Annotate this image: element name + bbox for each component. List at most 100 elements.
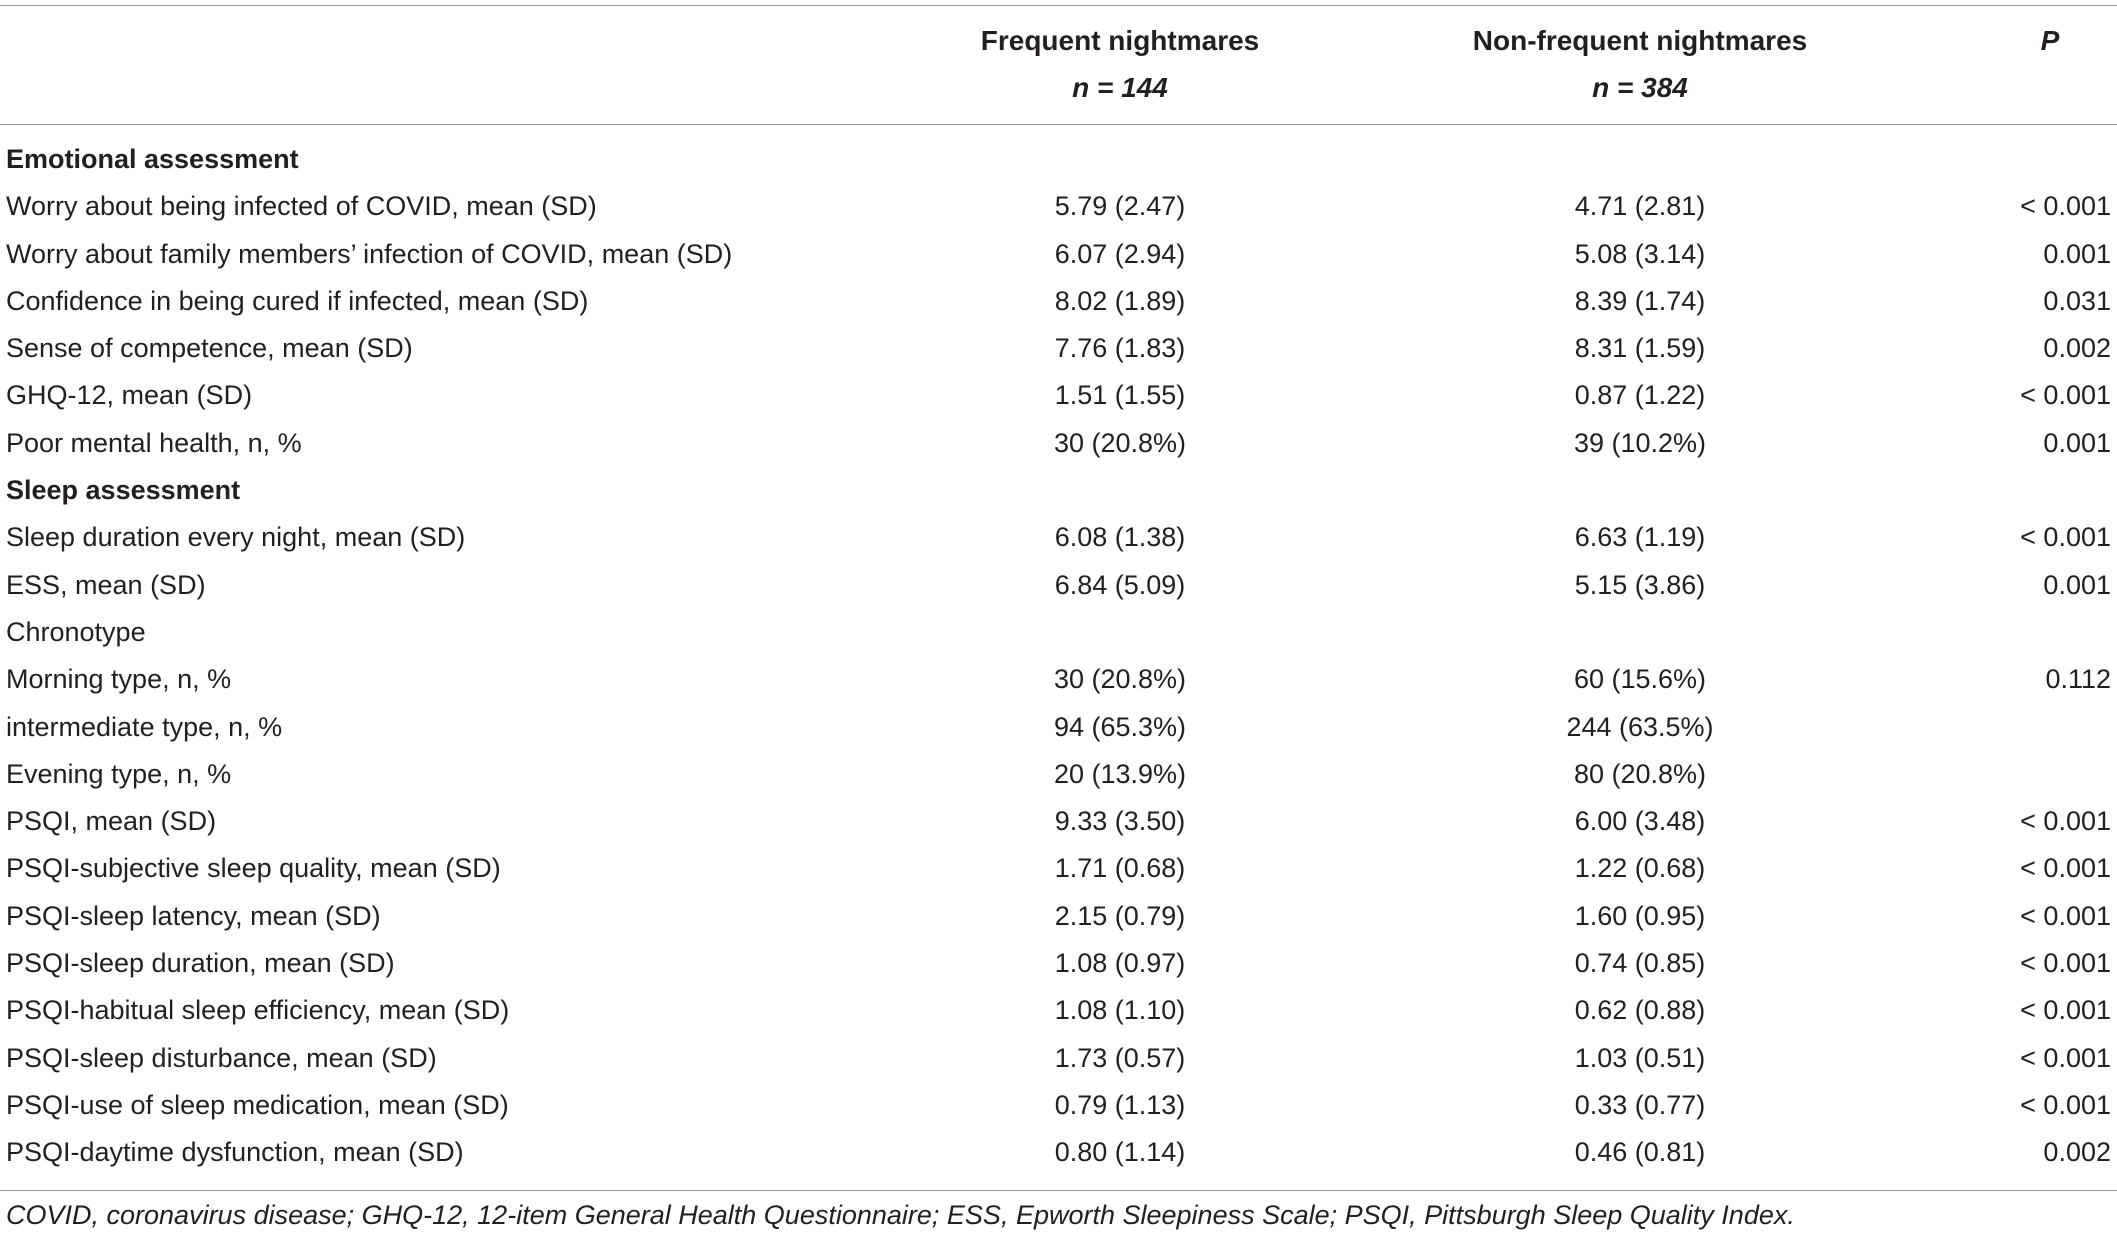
non-frequent-nightmares-cell: 8.39 (1.74)	[1574, 285, 1706, 316]
p-value-cell: < 0.001	[2020, 380, 2111, 411]
non-frequent-nightmares-cell: 4.71 (2.81)	[1574, 191, 1706, 222]
non-frequent-nightmares-cell: 1.60 (0.95)	[1574, 900, 1706, 931]
row-label: PSQI-sleep duration, mean (SD)	[6, 948, 395, 979]
row-label: Worry about being infected of COVID, mea…	[6, 191, 597, 222]
p-value-cell: < 0.001	[2020, 853, 2111, 884]
section-header-row: Emotional assessment	[0, 136, 2117, 183]
header-frequent-n-value: n = 144	[1072, 72, 1168, 103]
header-frequent-n: n = 144	[920, 64, 1320, 112]
p-value-cell: < 0.001	[2020, 806, 2111, 837]
table-row: Sleep duration every night, mean (SD) 6.0…	[0, 514, 2117, 561]
frequent-nightmares-cell: 1.08 (1.10)	[1054, 995, 1186, 1026]
table-row: Worry about family members’ infection of…	[0, 231, 2117, 278]
p-value-cell: 0.002	[2043, 333, 2111, 364]
frequent-nightmares-cell: 6.07 (2.94)	[1054, 238, 1186, 269]
p-value-cell: 0.001	[2043, 427, 2111, 458]
table-row: PSQI, mean (SD) 9.33 (3.50) 6.00 (3.48) < 0…	[0, 798, 2117, 845]
frequent-nightmares-cell: 1.71 (0.68)	[1054, 853, 1186, 884]
frequent-nightmares-cell: 9.33 (3.50)	[1054, 806, 1186, 837]
row-label: PSQI-habitual sleep efficiency, mean (SD…	[6, 995, 510, 1026]
non-frequent-nightmares-cell: 5.15 (3.86)	[1574, 569, 1706, 600]
non-frequent-nightmares-cell: 60 (15.6%)	[1573, 664, 1707, 695]
table-row: Evening type, n, % 20 (13.9%) 80 (20.8%)	[0, 751, 2117, 798]
table-row: PSQI-daytime dysfunction, mean (SD) 0.80 …	[0, 1129, 2117, 1176]
header-frequent-nightmares: Frequent nightmares	[980, 25, 1260, 56]
table-row: Poor mental health, n, % 30 (20.8%) 39 (10…	[0, 420, 2117, 467]
table-row: PSQI-habitual sleep efficiency, mean (SD…	[0, 987, 2117, 1034]
non-frequent-nightmares-cell: 244 (63.5%)	[1566, 711, 1714, 742]
non-frequent-nightmares-cell: 6.00 (3.48)	[1574, 806, 1706, 837]
frequent-nightmares-cell: 8.02 (1.89)	[1054, 285, 1186, 316]
table-row: Morning type, n, % 30 (20.8%) 60 (15.6%) 0.…	[0, 656, 2117, 703]
row-label: PSQI-daytime dysfunction, mean (SD)	[6, 1137, 464, 1168]
p-value-cell: 0.001	[2043, 238, 2111, 269]
header-non-frequent-n: n = 384	[1440, 64, 1840, 112]
non-frequent-nightmares-cell: 0.46 (0.81)	[1574, 1137, 1706, 1168]
section-label: Sleep assessment	[6, 475, 241, 506]
row-label: PSQI-use of sleep medication, mean (SD)	[6, 1089, 509, 1120]
p-value-cell: < 0.001	[2020, 1042, 2111, 1073]
frequent-nightmares-cell: 0.79 (1.13)	[1054, 1089, 1186, 1120]
row-label: Morning type, n, %	[6, 664, 232, 695]
bottom-rule	[0, 1190, 2117, 1191]
row-label: Confidence in being cured if infected, m…	[6, 285, 589, 316]
frequent-nightmares-cell: 7.76 (1.83)	[1054, 333, 1186, 364]
frequent-nightmares-cell: 5.79 (2.47)	[1054, 191, 1186, 222]
row-label: PSQI-sleep latency, mean (SD)	[6, 900, 381, 931]
row-label: Evening type, n, %	[6, 758, 232, 789]
non-frequent-nightmares-cell: 1.03 (0.51)	[1574, 1042, 1706, 1073]
table-row: Worry about being infected of COVID, mea…	[0, 183, 2117, 230]
frequent-nightmares-cell: 6.84 (5.09)	[1054, 569, 1186, 600]
row-label: Chronotype	[6, 616, 146, 647]
frequent-nightmares-cell: 20 (13.9%)	[1053, 758, 1187, 789]
table-row: Sense of competence, mean (SD) 7.76 (1.83…	[0, 325, 2117, 372]
header-non-frequent-n-value: n = 384	[1592, 72, 1688, 103]
non-frequent-nightmares-cell: 0.33 (0.77)	[1574, 1089, 1706, 1120]
table-row: PSQI-sleep disturbance, mean (SD) 1.73 (0…	[0, 1035, 2117, 1082]
row-label: PSQI-subjective sleep quality, mean (SD)	[6, 853, 501, 884]
header-p-value: P	[2040, 25, 2060, 56]
header-non-frequent-nightmares: Non-frequent nightmares	[1472, 25, 1808, 56]
row-label: PSQI-sleep disturbance, mean (SD)	[6, 1042, 437, 1073]
p-value-cell: < 0.001	[2020, 900, 2111, 931]
frequent-nightmares-cell: 94 (65.3%)	[1053, 711, 1187, 742]
non-frequent-nightmares-cell: 0.74 (0.85)	[1574, 948, 1706, 979]
table-row: PSQI-sleep latency, mean (SD) 2.15 (0.79)…	[0, 893, 2117, 940]
non-frequent-nightmares-cell: 1.22 (0.68)	[1574, 853, 1706, 884]
row-label: PSQI, mean (SD)	[6, 806, 217, 837]
frequent-nightmares-cell: 6.08 (1.38)	[1054, 522, 1186, 553]
p-value-cell: 0.002	[2043, 1137, 2111, 1168]
row-label: Sense of competence, mean (SD)	[6, 333, 413, 364]
table-row: ESS, mean (SD) 6.84 (5.09) 5.15 (3.86) 0.00…	[0, 562, 2117, 609]
non-frequent-nightmares-cell: 6.63 (1.19)	[1574, 522, 1706, 553]
row-label: ESS, mean (SD)	[6, 569, 206, 600]
p-value-cell: < 0.001	[2020, 191, 2111, 222]
frequent-nightmares-cell: 0.80 (1.14)	[1054, 1137, 1186, 1168]
p-value-cell: < 0.001	[2020, 948, 2111, 979]
row-label: intermediate type, n, %	[6, 711, 283, 742]
p-value-cell: 0.031	[2043, 285, 2111, 316]
non-frequent-nightmares-cell: 5.08 (3.14)	[1574, 238, 1706, 269]
p-value-cell: < 0.001	[2020, 1089, 2111, 1120]
table-row: PSQI-subjective sleep quality, mean (SD)…	[0, 845, 2117, 892]
row-label: GHQ-12, mean (SD)	[6, 380, 253, 411]
table-row: PSQI-sleep duration, mean (SD) 1.08 (0.97…	[0, 940, 2117, 987]
table-footnote: COVID, coronavirus disease; GHQ-12, 12-i…	[6, 1200, 1795, 1230]
table-row: GHQ-12, mean (SD) 1.51 (1.55) 0.87 (1.22) <…	[0, 372, 2117, 419]
frequent-nightmares-cell: 30 (20.8%)	[1053, 664, 1187, 695]
row-label: Sleep duration every night, mean (SD)	[6, 522, 466, 553]
non-frequent-nightmares-cell: 0.87 (1.22)	[1574, 380, 1706, 411]
frequent-nightmares-cell: 1.08 (0.97)	[1054, 948, 1186, 979]
table-body: Emotional assessment Worry about being in…	[0, 136, 2117, 1177]
row-label: Poor mental health, n, %	[6, 427, 302, 458]
frequent-nightmares-cell: 2.15 (0.79)	[1054, 900, 1186, 931]
non-frequent-nightmares-cell: 39 (10.2%)	[1573, 427, 1707, 458]
row-label: Worry about family members’ infection of…	[6, 238, 733, 269]
frequent-nightmares-cell: 1.73 (0.57)	[1054, 1042, 1186, 1073]
table-row: Chronotype	[0, 609, 2117, 656]
p-value-cell: 0.001	[2043, 569, 2111, 600]
table-row: PSQI-use of sleep medication, mean (SD) 0…	[0, 1082, 2117, 1129]
table-row: intermediate type, n, % 94 (65.3%) 244 (63…	[0, 704, 2117, 751]
non-frequent-nightmares-cell: 8.31 (1.59)	[1574, 333, 1706, 364]
